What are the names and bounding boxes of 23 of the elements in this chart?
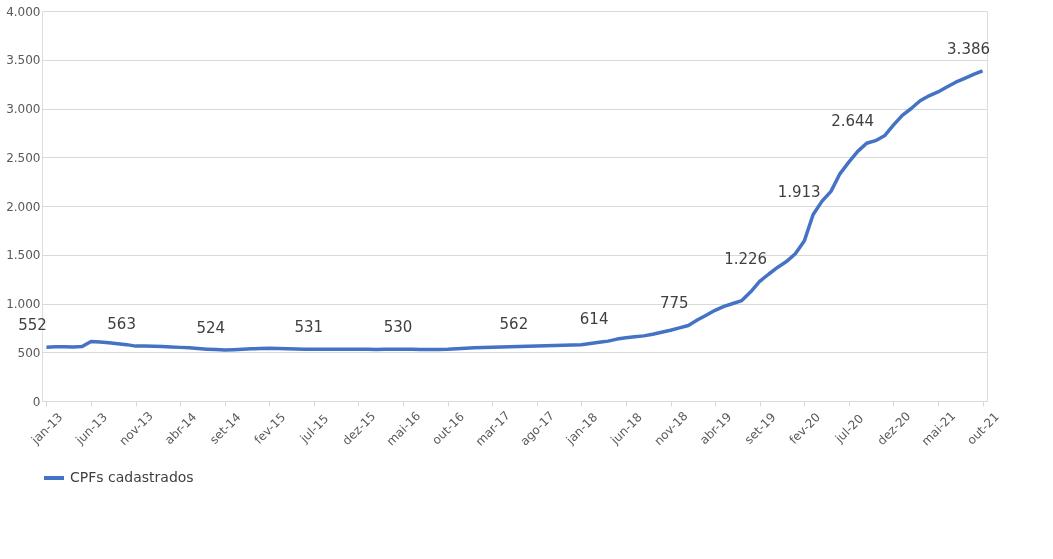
data-label: 1.226 bbox=[724, 250, 768, 269]
y-tick-label: 2.000 bbox=[6, 199, 41, 214]
data-label: 530 bbox=[383, 318, 413, 337]
y-tick-label: 500 bbox=[17, 345, 41, 360]
data-label: 563 bbox=[107, 315, 136, 334]
data-label: 1.913 bbox=[777, 183, 821, 202]
data-label: 614 bbox=[579, 310, 609, 329]
data-label: 531 bbox=[294, 318, 324, 337]
data-label: 775 bbox=[660, 294, 689, 313]
y-tick-label: 1.000 bbox=[6, 297, 41, 311]
y-tick-label: 1.500 bbox=[6, 248, 41, 263]
y-tick-label: 2.500 bbox=[6, 150, 41, 165]
y-tick-label: 3.500 bbox=[6, 53, 41, 68]
data-label: 562 bbox=[499, 315, 529, 334]
legend-label: CPFs cadastrados bbox=[70, 469, 194, 485]
data-label: 2.644 bbox=[831, 112, 875, 131]
data-label: 524 bbox=[196, 318, 226, 337]
y-tick-label: 0 bbox=[32, 394, 41, 409]
line-series bbox=[44, 69, 985, 352]
data-label: 3.386 bbox=[947, 39, 991, 58]
y-tick-label: 4.000 bbox=[6, 4, 41, 19]
data-label: 552 bbox=[18, 316, 47, 335]
y-tick-label: 3.000 bbox=[6, 102, 41, 116]
